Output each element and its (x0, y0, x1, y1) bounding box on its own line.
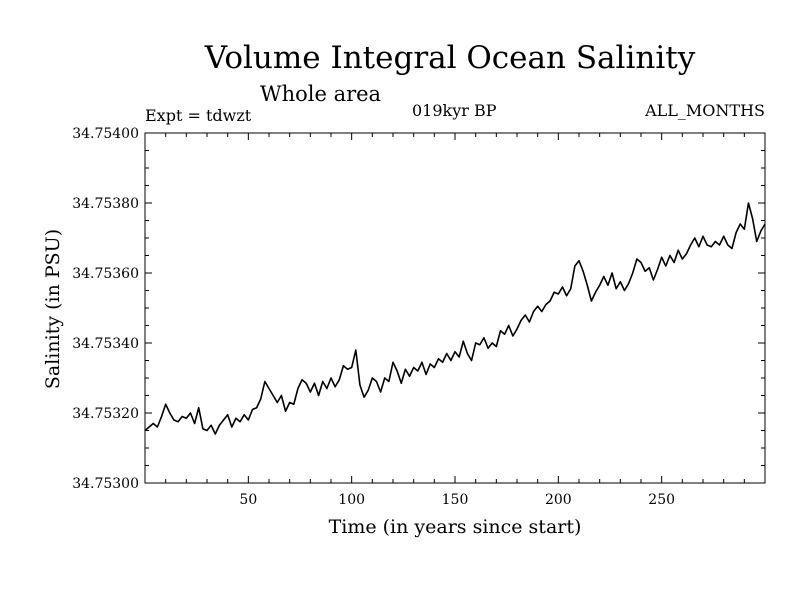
x-tick-label: 150 (442, 492, 469, 508)
experiment-label: Expt = tdwzt (145, 106, 252, 125)
series-group (144, 202, 766, 435)
y-tick-label: 34.75380 (72, 196, 139, 212)
period-label: 019kyr BP (412, 101, 497, 120)
plot-frame (144, 132, 766, 484)
y-tick-label: 34.75300 (72, 476, 139, 492)
chart-subtitle: Whole area (260, 82, 382, 106)
chart-title: Volume Integral Ocean Salinity (204, 40, 696, 76)
x-tick-label: 250 (648, 492, 675, 508)
y-tick-label: 34.75400 (72, 126, 139, 142)
x-tick-label: 200 (545, 492, 572, 508)
series-line (144, 202, 766, 435)
y-tick-label: 34.75360 (72, 266, 139, 282)
x-axis-label: Time (in years since start) (328, 516, 582, 538)
axis-ticks: 50 100 150 200 250 34.75300 34.75320 34.75340 34… (72, 126, 765, 508)
x-tick-label: 100 (338, 492, 365, 508)
months-label: ALL_MONTHS (645, 101, 765, 120)
y-tick-label: 34.75340 (72, 336, 139, 352)
x-tick-label: 50 (239, 492, 257, 508)
y-tick-label: 34.75320 (72, 406, 139, 422)
